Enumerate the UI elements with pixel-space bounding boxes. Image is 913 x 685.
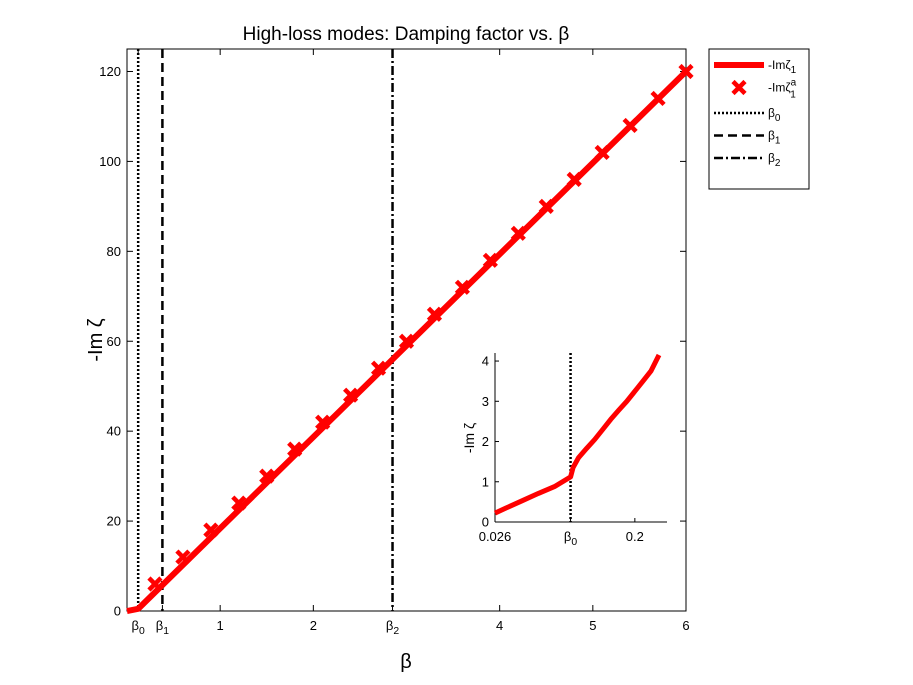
data-point-marker bbox=[622, 117, 638, 134]
legend-label: -Imζ1 bbox=[768, 58, 797, 76]
series-line bbox=[126, 69, 689, 614]
data-point-marker bbox=[175, 549, 191, 565]
data-point-marker bbox=[398, 333, 415, 349]
inset-x-tick-label: 0.2 bbox=[626, 529, 644, 544]
data-point-marker bbox=[594, 144, 610, 160]
legend-entry: -Imζ1 bbox=[714, 58, 797, 76]
inset-x-tick-label: β0 bbox=[564, 529, 577, 548]
data-point-marker bbox=[259, 468, 275, 484]
axes-box bbox=[126, 48, 687, 612]
inset-y-tick-label: 2 bbox=[482, 434, 489, 449]
x-axis-label: β bbox=[400, 651, 412, 673]
y-tick-label: 100 bbox=[99, 154, 121, 169]
data-point-marker bbox=[454, 279, 470, 295]
data-point-marker bbox=[287, 441, 303, 457]
chart-title: High-loss modes: Damping factor vs. β bbox=[243, 24, 570, 45]
x-tick-label: 6 bbox=[682, 618, 689, 633]
y-tick-label: 80 bbox=[107, 244, 121, 259]
x-tick-label: 2 bbox=[310, 618, 317, 633]
y-tick-label: 120 bbox=[99, 64, 121, 79]
data-point-marker bbox=[482, 252, 498, 268]
inset-x-tick-label: 0.026 bbox=[479, 529, 512, 544]
x-tick-label: 4 bbox=[496, 618, 503, 633]
data-point-marker bbox=[370, 360, 387, 376]
x-tick-label: 5 bbox=[589, 618, 596, 633]
data-point-marker bbox=[426, 306, 443, 322]
x-tick-label: β1 bbox=[156, 618, 169, 637]
data-point-marker bbox=[203, 522, 219, 538]
legend-box bbox=[708, 48, 810, 190]
inset-plot-area: 0.026 β0 0.2 0 1 2 3 4 bbox=[479, 353, 667, 548]
inset-y-tick-label: 3 bbox=[482, 394, 489, 409]
inset-y-tick-label: 0 bbox=[482, 515, 489, 530]
data-point-marker bbox=[510, 225, 526, 241]
data-point-marker bbox=[231, 495, 247, 511]
inset-series-line bbox=[493, 353, 662, 516]
x-tick-label: β0 bbox=[132, 618, 145, 637]
data-point-marker bbox=[678, 63, 694, 80]
y-tick-label: 60 bbox=[107, 334, 121, 349]
y-tick-label: 20 bbox=[107, 514, 121, 529]
data-point-marker bbox=[343, 387, 359, 403]
y-tick-label: 40 bbox=[107, 424, 121, 439]
inset-y-axis-label: -Im ζ bbox=[461, 423, 477, 453]
data-point-marker bbox=[650, 90, 666, 107]
x-tick-label: β2 bbox=[386, 618, 399, 637]
data-point-marker bbox=[566, 171, 582, 187]
y-tick-label: 0 bbox=[114, 604, 121, 619]
data-point-marker bbox=[147, 576, 163, 592]
inset-y-tick-label: 1 bbox=[482, 474, 489, 489]
data-point-marker bbox=[538, 198, 554, 214]
data-point-marker bbox=[315, 414, 331, 430]
inset-y-tick-label: 4 bbox=[482, 354, 489, 369]
x-tick-label: 1 bbox=[217, 618, 224, 633]
y-axis-label: -Im ζ bbox=[85, 318, 107, 361]
